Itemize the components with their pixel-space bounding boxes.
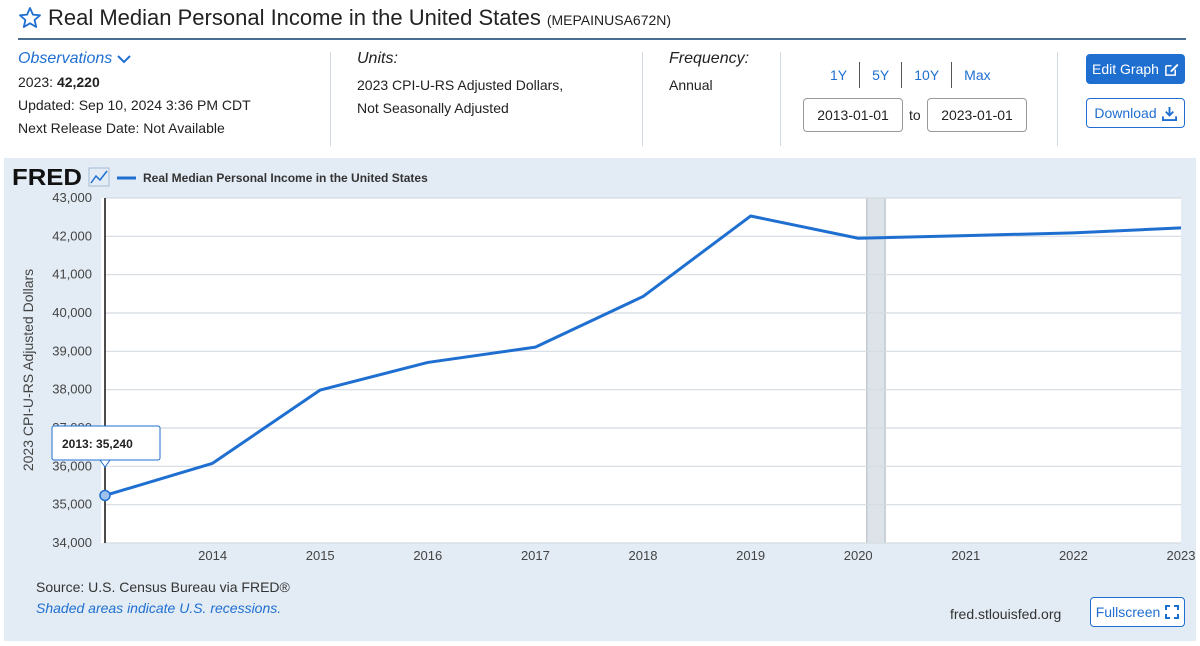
y-axis-label: 2023 CPI-U-RS Adjusted Dollars: [20, 269, 36, 471]
trend-icon: [88, 167, 110, 187]
data-point[interactable]: [318, 388, 322, 392]
x-tick-label: 2020: [844, 548, 873, 563]
units-line-2: Not Seasonally Adjusted: [357, 100, 509, 116]
data-point[interactable]: [426, 360, 430, 364]
range-separator: [901, 62, 903, 88]
download-button[interactable]: Download: [1086, 98, 1185, 128]
data-point[interactable]: [533, 345, 537, 349]
fullscreen-button[interactable]: Fullscreen: [1090, 597, 1185, 627]
x-tick-label: 2021: [951, 548, 980, 563]
x-tick-label: 2014: [198, 548, 227, 563]
start-date-input[interactable]: [803, 98, 903, 132]
y-tick-label: 41,000: [52, 267, 92, 282]
meta-divider: [330, 52, 331, 146]
series-line[interactable]: [104, 214, 1182, 497]
fullscreen-icon: [1165, 605, 1180, 619]
x-tick-label: 2019: [736, 548, 765, 563]
y-tick-label: 34,000: [52, 535, 92, 550]
x-tick-label: 2015: [306, 548, 335, 563]
edit-graph-button[interactable]: Edit Graph: [1086, 54, 1185, 84]
series-id: (MEPAINUSA672N): [546, 12, 672, 28]
frequency-label: Frequency:: [669, 50, 750, 67]
tooltip-pointer: [99, 459, 111, 468]
plot-area: [101, 198, 1181, 543]
range-separator: [951, 62, 953, 88]
range-max-button[interactable]: Max: [964, 67, 991, 83]
data-point[interactable]: [641, 295, 645, 299]
y-tick-label: 39,000: [52, 343, 92, 358]
x-tick-label: 2023: [1167, 548, 1196, 563]
fullscreen-label: Fullscreen: [1095, 604, 1161, 620]
observations-panel: Observations 2023: 42,220 Updated: Sep 1…: [18, 50, 251, 142]
y-tick-label: 43,000: [52, 190, 92, 205]
download-icon: [1161, 106, 1177, 121]
x-tick-label: 2022: [1059, 548, 1088, 563]
x-tick-label: 2017: [521, 548, 550, 563]
next-release-text: Next Release Date: Not Available: [18, 120, 225, 136]
title-row: Real Median Personal Income in the Unite…: [18, 4, 671, 32]
recession-note: Shaded areas indicate U.S. recessions.: [36, 600, 282, 616]
observations-label: Observations: [18, 50, 113, 67]
chart-panel: 34,00035,00036,00037,00038,00039,00040,0…: [4, 158, 1196, 641]
data-point[interactable]: [1071, 231, 1075, 235]
data-tooltip: 2013: 35,240: [51, 425, 161, 468]
units-line-1: 2023 CPI-U-RS Adjusted Dollars,: [357, 77, 564, 93]
frequency-panel: Frequency: Annual: [669, 50, 749, 142]
data-point[interactable]: [749, 214, 753, 218]
data-point[interactable]: [99, 489, 111, 502]
recession-band: [866, 197, 886, 544]
x-tick-label: 2016: [413, 548, 442, 563]
y-tick-label: 40,000: [52, 305, 92, 320]
observation-value: 42,220: [56, 74, 100, 90]
svg-text:2013: 35,240: 2013: 35,240: [62, 437, 133, 451]
fred-url[interactable]: fred.stlouisfed.org: [950, 606, 1062, 622]
y-tick-label: 38,000: [52, 382, 92, 397]
range-buttons: 1Y 5Y 10Y Max: [818, 62, 1003, 88]
fred-logo: FRED: [12, 164, 82, 190]
title-divider: [18, 38, 1186, 40]
edit-icon: [1165, 63, 1179, 76]
date-to-label: to: [909, 107, 921, 123]
meta-divider: [642, 52, 643, 146]
download-label: Download: [1094, 105, 1157, 121]
chevron-down-icon: [117, 55, 131, 64]
data-point[interactable]: [964, 234, 968, 238]
observations-dropdown[interactable]: Observations: [18, 50, 251, 68]
range-10y-button[interactable]: 10Y: [914, 67, 940, 83]
tooltip-value: 35,240: [96, 437, 133, 451]
range-separator: [859, 62, 861, 88]
data-point[interactable]: [856, 236, 860, 240]
observation-year: 2023:: [18, 74, 54, 90]
tooltip-year: 2013:: [62, 437, 93, 451]
star-icon[interactable]: [18, 6, 42, 30]
page-title: Real Median Personal Income in the Unite…: [48, 5, 541, 30]
units-panel: Units: 2023 CPI-U-RS Adjusted Dollars, N…: [357, 50, 563, 142]
edit-graph-label: Edit Graph: [1092, 61, 1159, 77]
updated-text: Updated: Sep 10, 2024 3:36 PM CDT: [18, 97, 251, 113]
y-tick-label: 35,000: [52, 497, 92, 512]
x-tick-label: 2018: [629, 548, 658, 563]
chart-svg: 34,00035,00036,00037,00038,00039,00040,0…: [12, 164, 1196, 563]
end-date-input[interactable]: [927, 98, 1027, 132]
legend-label: Real Median Personal Income in the Unite…: [143, 171, 428, 185]
meta-divider: [780, 52, 781, 146]
frequency-value: Annual: [669, 77, 713, 93]
range-5y-button[interactable]: 5Y: [872, 67, 890, 83]
source-text: Source: U.S. Census Bureau via FRED®: [36, 579, 290, 595]
meta-divider: [1057, 52, 1058, 146]
range-1y-button[interactable]: 1Y: [830, 67, 848, 83]
units-label: Units:: [357, 50, 398, 67]
data-point[interactable]: [211, 461, 215, 465]
data-point[interactable]: [1179, 226, 1183, 230]
y-tick-label: 36,000: [52, 458, 92, 473]
y-tick-label: 42,000: [52, 228, 92, 243]
